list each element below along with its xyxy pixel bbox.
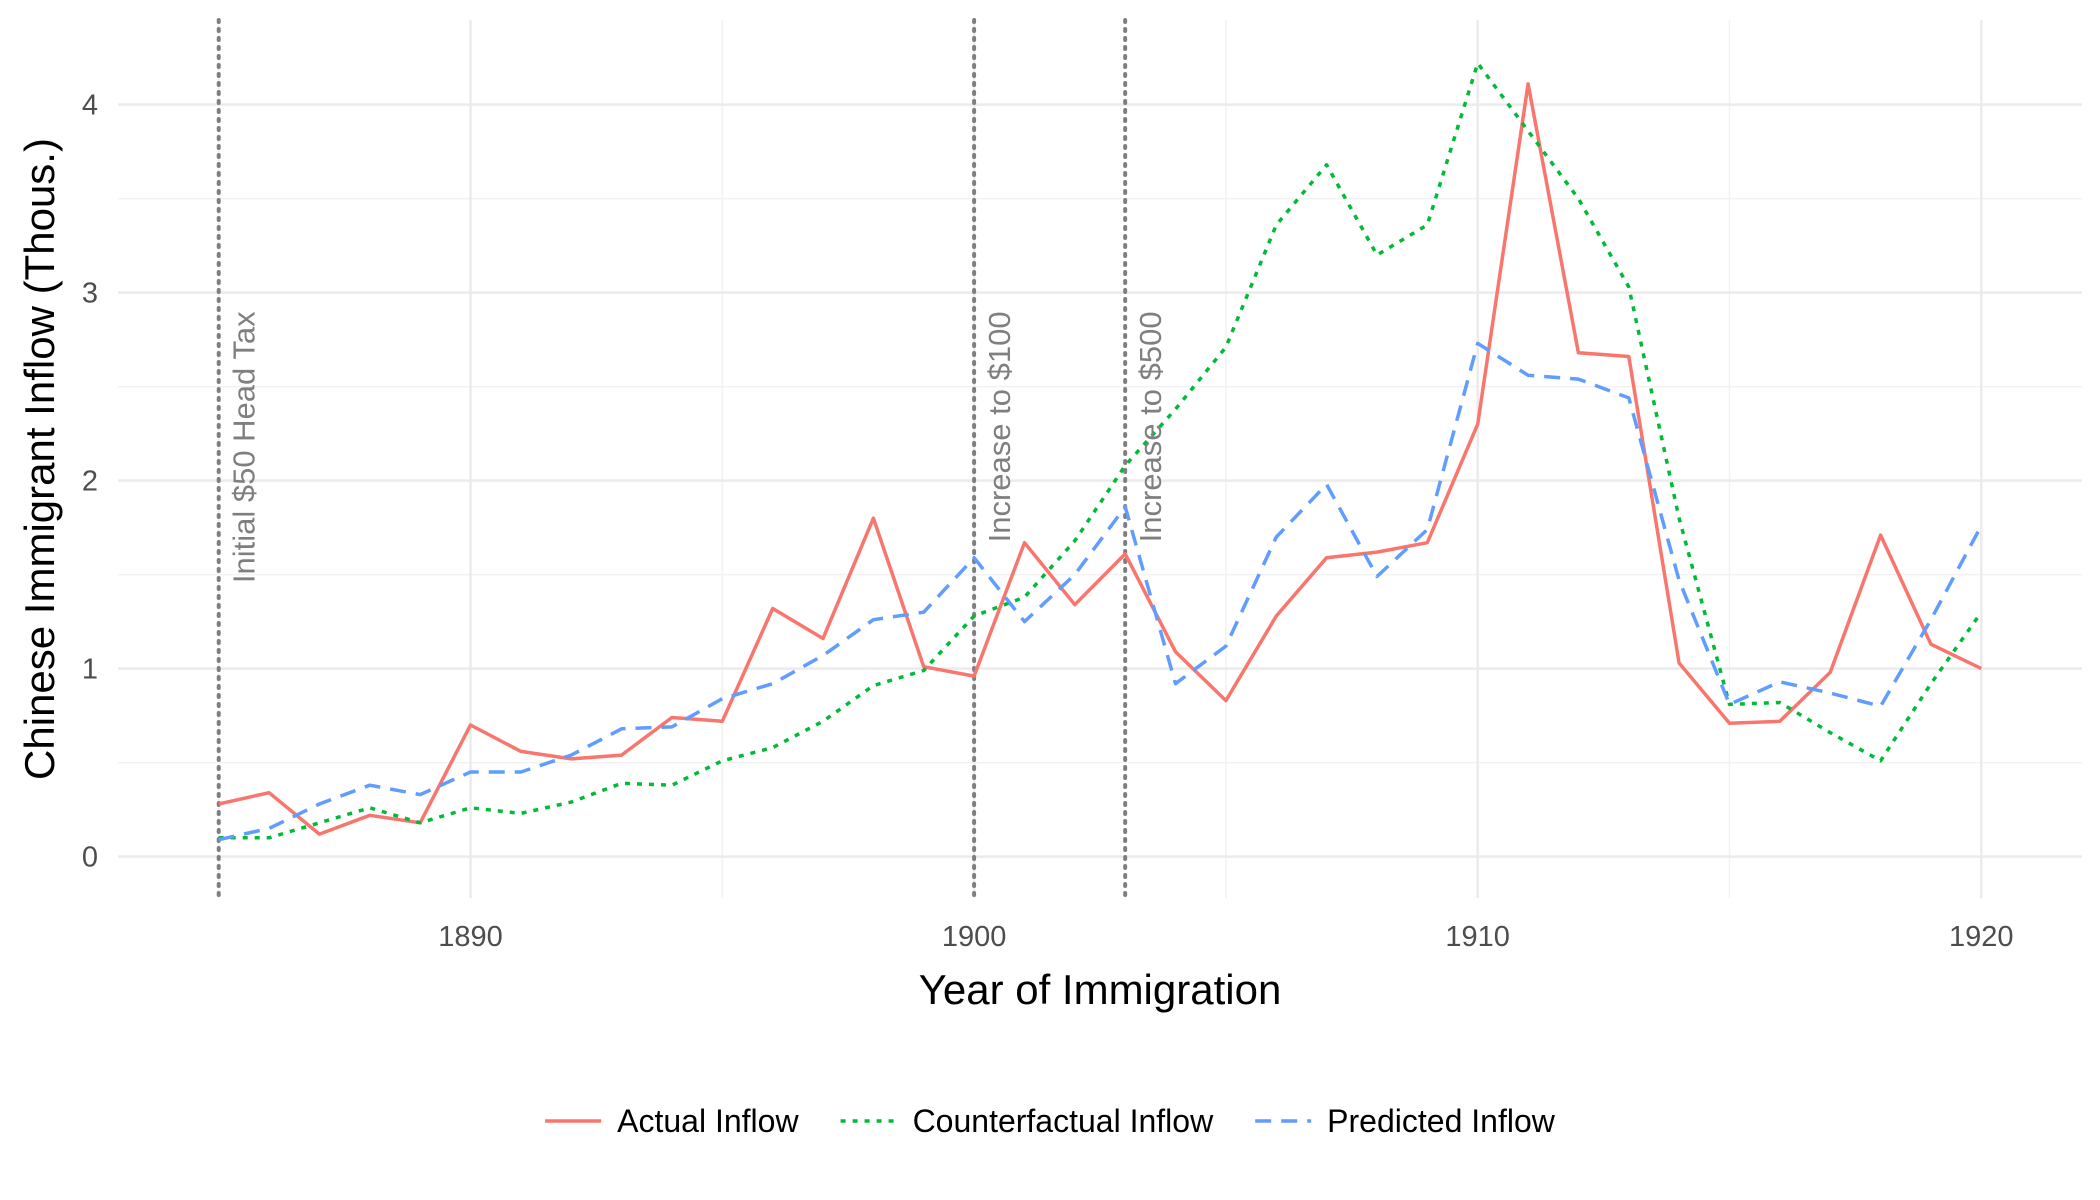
policy-reference-lines [216, 18, 1128, 900]
policy-annotation-label: Initial $50 Head Tax [227, 311, 262, 583]
legend-label: Actual Inflow [617, 1103, 799, 1139]
policy-annotations: Initial $50 Head Tax Increase to $100 Incr… [227, 311, 1168, 583]
x-axis-title: Year of Immigration [919, 966, 1282, 1013]
series-line-predicted-inflow [218, 341, 1983, 842]
legend-label: Counterfactual Inflow [913, 1103, 1215, 1139]
y-axis-tick-labels: 0 1 2 3 4 [82, 90, 98, 874]
legend-label: Predicted Inflow [1327, 1103, 1556, 1139]
policy-annotation-label: Increase to $100 [982, 311, 1017, 542]
y-tick-label: 0 [82, 842, 98, 874]
x-axis-tick-labels: 1890 1900 1910 1920 [438, 921, 2013, 953]
y-tick-label: 1 [82, 654, 98, 686]
series-lines [218, 61, 1983, 842]
y-tick-label: 2 [82, 466, 98, 498]
legend: Actual Inflow Counterfactual Inflow Predic… [545, 1103, 1556, 1139]
y-tick-label: 3 [82, 278, 98, 310]
x-tick-label: 1890 [438, 921, 503, 953]
minor-gridlines [118, 20, 2082, 898]
series-line-counterfactual-inflow [218, 61, 1983, 840]
x-tick-label: 1920 [1949, 921, 2014, 953]
y-tick-label: 4 [82, 90, 98, 122]
x-tick-label: 1910 [1445, 921, 1510, 953]
policy-annotation-label: Increase to $500 [1133, 311, 1168, 542]
x-tick-label: 1900 [942, 921, 1007, 953]
y-axis-title: Chinese Immigrant Inflow (Thous.) [16, 138, 63, 780]
series-line-actual-inflow [218, 82, 1983, 836]
